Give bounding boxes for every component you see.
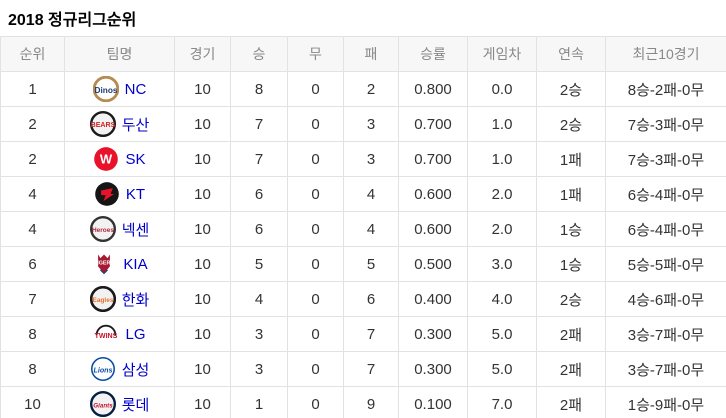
svg-text:TWINS: TWINS	[95, 332, 118, 340]
svg-text:Lions: Lions	[93, 367, 112, 375]
svg-text:Giants: Giants	[93, 403, 113, 410]
svg-text:Heroes: Heroes	[92, 227, 114, 234]
svg-text:Eagles: Eagles	[92, 297, 113, 304]
svg-text:TIGERS: TIGERS	[94, 261, 115, 267]
svg-text:W: W	[100, 152, 113, 167]
svg-text:Dinos: Dinos	[94, 86, 117, 95]
svg-text:BEARS: BEARS	[90, 121, 115, 129]
